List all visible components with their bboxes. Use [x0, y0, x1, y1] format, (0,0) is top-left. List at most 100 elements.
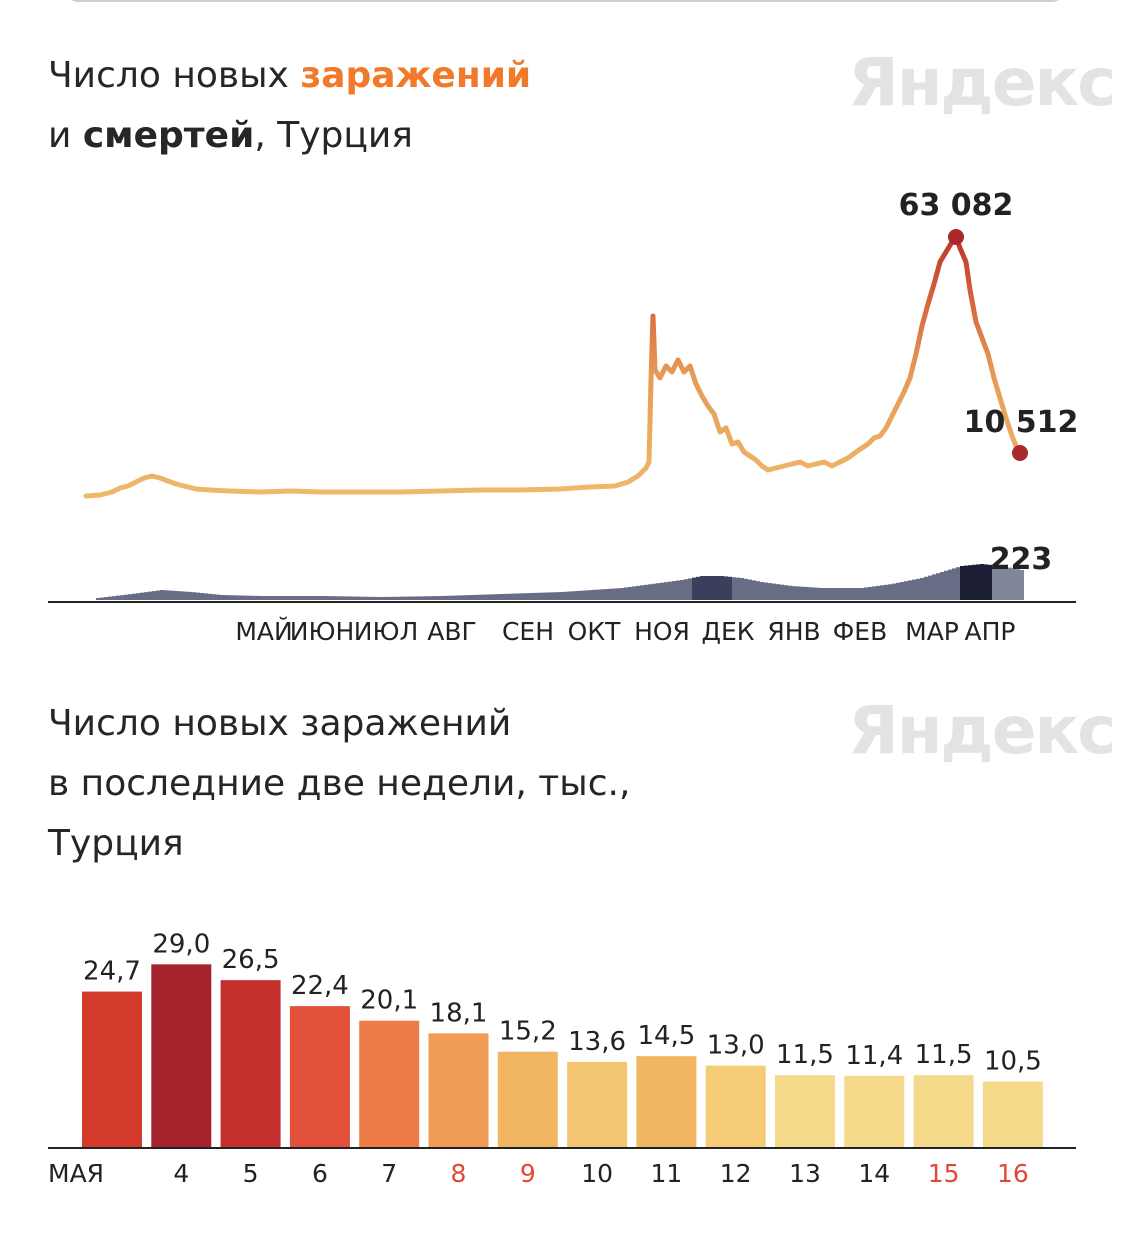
deaths-bar — [140, 592, 144, 600]
bar — [844, 1075, 905, 1148]
deaths-bar — [1012, 568, 1016, 600]
month-tick-label: ДЕК — [701, 617, 754, 646]
deaths-bar — [488, 594, 492, 600]
deaths-bar — [108, 596, 112, 600]
deaths-bar — [752, 580, 756, 600]
deaths-bar — [844, 588, 848, 600]
deaths-bar — [524, 593, 528, 600]
month-tick-label: ИЮЛ — [354, 617, 419, 646]
deaths-bar — [940, 572, 944, 600]
deaths-bar — [872, 586, 876, 600]
deaths-bar — [448, 595, 452, 600]
peak-marker — [948, 229, 964, 245]
deaths-bar — [848, 588, 852, 600]
month-tick-label: ОКТ — [568, 617, 621, 646]
last-marker — [1012, 445, 1028, 461]
deaths-bar — [132, 593, 136, 600]
deaths-bar — [536, 592, 540, 600]
deaths-bar — [692, 577, 696, 600]
deaths-bar — [416, 596, 420, 600]
deaths-bar — [556, 592, 560, 600]
deaths-bar — [1016, 569, 1020, 600]
deaths-bar — [528, 593, 532, 600]
chart2-title-line1: Число новых заражений — [48, 703, 512, 744]
deaths-bar — [180, 591, 184, 600]
bar-category-label: 12 — [720, 1159, 752, 1188]
deaths-bar — [564, 591, 568, 600]
deaths-bar — [172, 590, 176, 600]
cases-series-line — [83, 233, 1023, 499]
bar-value-label: 13,6 — [568, 1027, 626, 1057]
deaths-bar — [112, 596, 116, 600]
bar-category-label: 11 — [650, 1159, 682, 1188]
deaths-bar — [572, 591, 576, 600]
bar-value-label: 11,5 — [915, 1040, 973, 1070]
deaths-bar — [964, 565, 968, 600]
deaths-bar — [592, 589, 596, 600]
deaths-bar — [768, 583, 772, 600]
deaths-bar — [288, 596, 292, 600]
bar-value-label: 11,4 — [845, 1041, 903, 1071]
bar-category-label: 15 — [928, 1159, 960, 1188]
bar — [636, 1056, 697, 1148]
deaths-bar — [296, 596, 300, 600]
deaths-bar — [856, 588, 860, 600]
deaths-bar — [740, 578, 744, 600]
deaths-bar — [164, 590, 168, 600]
deaths-bar — [472, 594, 476, 600]
bar-value-label: 18,1 — [430, 998, 488, 1028]
deaths-bar — [744, 578, 748, 600]
deaths-bar — [236, 595, 240, 600]
deaths-bar — [680, 580, 684, 600]
deaths-bar — [504, 593, 508, 600]
deaths-bar — [216, 594, 220, 600]
deaths-bar — [628, 586, 632, 600]
deaths-bar — [604, 589, 608, 600]
deaths-bar — [972, 564, 976, 600]
deaths-bar — [384, 596, 388, 600]
deaths-bar — [344, 596, 348, 600]
deaths-bar — [320, 596, 324, 600]
bar-value-label: 24,7 — [83, 957, 141, 987]
deaths-bar — [648, 584, 652, 600]
bar — [82, 991, 142, 1148]
deaths-bar — [432, 596, 436, 600]
deaths-bar — [632, 586, 636, 600]
deaths-bar — [316, 596, 320, 600]
deaths-bar — [120, 595, 124, 600]
deaths-bar — [368, 596, 372, 600]
deaths-bar — [104, 597, 108, 600]
deaths-bar — [644, 584, 648, 600]
deaths-bar — [920, 578, 924, 600]
deaths-bar — [232, 595, 236, 600]
deaths-bar — [800, 586, 804, 600]
deaths-bar — [360, 596, 364, 600]
deaths-bar — [372, 596, 376, 600]
deaths-bar — [212, 594, 216, 600]
deaths-bar — [772, 583, 776, 600]
deaths-bar — [736, 577, 740, 600]
bar-category-label: 7 — [381, 1159, 397, 1188]
deaths-bar — [380, 597, 384, 600]
deaths-bar — [612, 588, 616, 600]
deaths-bar — [688, 578, 692, 600]
deaths-bar — [792, 586, 796, 600]
deaths-bar — [892, 583, 896, 600]
bar — [775, 1075, 835, 1148]
deaths-bar — [676, 580, 680, 600]
month-tick-label: НОЯ — [634, 617, 690, 646]
deaths-bar — [260, 596, 264, 600]
chart1-title-line1: Число новых заражений — [48, 46, 531, 106]
bar — [428, 1033, 489, 1148]
deaths-bar — [240, 595, 244, 600]
deaths-bar — [508, 593, 512, 600]
deaths-bar — [204, 593, 208, 600]
deaths-bar — [152, 591, 156, 600]
deaths-bar — [208, 593, 212, 600]
deaths-bar — [584, 590, 588, 600]
bar-category-label: 14 — [858, 1159, 890, 1188]
deaths-bar — [160, 590, 164, 600]
deaths-bar — [392, 596, 396, 600]
deaths-bar — [780, 584, 784, 600]
deaths-bar — [336, 596, 340, 600]
